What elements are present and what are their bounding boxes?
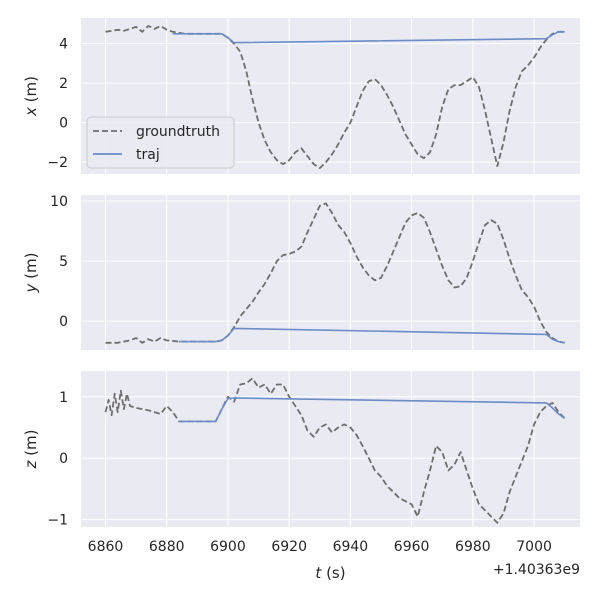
y-axis-label: x (m) — [22, 76, 40, 117]
x-axis-label: t (s) — [315, 564, 345, 582]
y-tick-label: 1 — [59, 390, 68, 406]
legend-label-groundtruth: groundtruth — [136, 124, 220, 140]
plot-area — [81, 371, 580, 527]
y-tick-label: 5 — [59, 254, 68, 270]
y-axis-label: y (m) — [22, 253, 40, 294]
y-tick-label: −1 — [47, 513, 68, 529]
panel-z: −1 0 1 z (m) 6860 6880 6900 6920 6940 6960 6980 700… — [22, 371, 580, 582]
x-tick-label: 6920 — [271, 539, 307, 555]
y-tick-label: 0 — [59, 116, 68, 132]
x-tick-label: 6880 — [149, 539, 185, 555]
y-tick-label: 4 — [59, 37, 68, 53]
x-tick-label: 6940 — [333, 539, 369, 555]
series-traj — [179, 327, 565, 344]
x-tick-label: 6900 — [210, 539, 246, 555]
plot-area — [81, 195, 580, 350]
y-tick-label: 10 — [50, 194, 68, 210]
series-traj — [179, 397, 566, 423]
series-groundtruth — [105, 25, 565, 169]
panel-x: −2 0 2 4 x (m) groundtruth traj — [22, 18, 580, 174]
x-tick-label: 6980 — [455, 539, 491, 555]
x-tick-label: 6960 — [394, 539, 430, 555]
panel-y: 0 5 10 y (m) — [22, 194, 580, 350]
legend-label-traj: traj — [136, 147, 160, 163]
x-offset-text: +1.40363e9 — [493, 562, 580, 578]
x-tick-label: 7000 — [516, 539, 552, 555]
legend-box — [86, 116, 235, 169]
x-tick-label: 6860 — [88, 539, 124, 555]
series-traj — [172, 31, 565, 44]
y-tick-label: −2 — [47, 155, 68, 171]
y-tick-label: 2 — [59, 76, 68, 92]
y-tick-label: 0 — [59, 451, 68, 467]
legend: groundtruth traj — [86, 116, 235, 169]
y-tick-label: 0 — [59, 314, 68, 330]
series-groundtruth — [104, 377, 566, 524]
y-axis-label: z (m) — [22, 430, 40, 470]
